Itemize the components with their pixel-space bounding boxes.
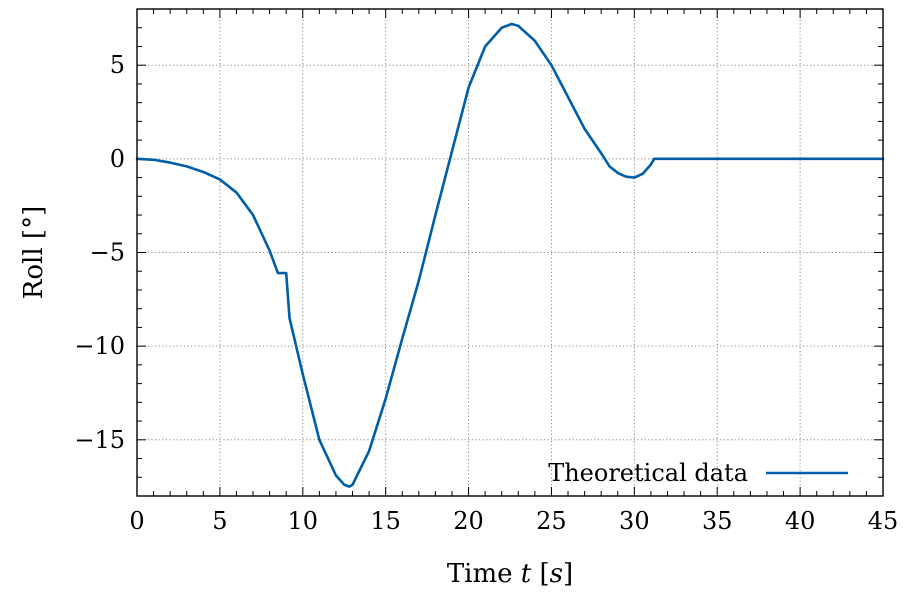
y-tick-label: 5 — [110, 51, 125, 79]
x-tick-label: 0 — [129, 507, 144, 535]
y-tick-label: 0 — [110, 145, 125, 173]
legend-label: Theoretical data — [548, 459, 748, 487]
x-tick-label: 10 — [288, 507, 319, 535]
x-axis-label-unit: s — [550, 559, 563, 589]
x-tick-label: 5 — [212, 507, 227, 535]
x-tick-label: 20 — [453, 507, 484, 535]
y-tick-label: −5 — [90, 239, 125, 267]
x-tick-label: 40 — [785, 507, 816, 535]
x-tick-label: 30 — [619, 507, 650, 535]
series-line-theoretical-data — [137, 24, 883, 487]
x-axis-label-prefix: Time — [447, 559, 521, 589]
y-axis-label: Roll [°] — [19, 206, 49, 299]
y-tick-label: −10 — [74, 332, 125, 360]
x-tick-label: 25 — [536, 507, 567, 535]
x-axis-label-unit-open: [ — [531, 559, 549, 589]
x-axis-label-var: t — [521, 559, 532, 589]
x-tick-label: 45 — [868, 507, 899, 535]
legend: Theoretical data — [548, 459, 848, 487]
x-tick-labels: 0 5 10 15 20 25 30 35 40 45 — [129, 507, 898, 535]
grid-lines — [137, 9, 883, 496]
y-tick-label: −15 — [74, 426, 125, 454]
y-tick-labels: 5 0 −5 −10 −15 — [74, 51, 125, 454]
x-axis-label-unit-close: ] — [563, 559, 573, 589]
x-tick-label: 35 — [702, 507, 733, 535]
x-axis-label: Time t [s] — [447, 559, 573, 589]
x-tick-label: 15 — [370, 507, 401, 535]
